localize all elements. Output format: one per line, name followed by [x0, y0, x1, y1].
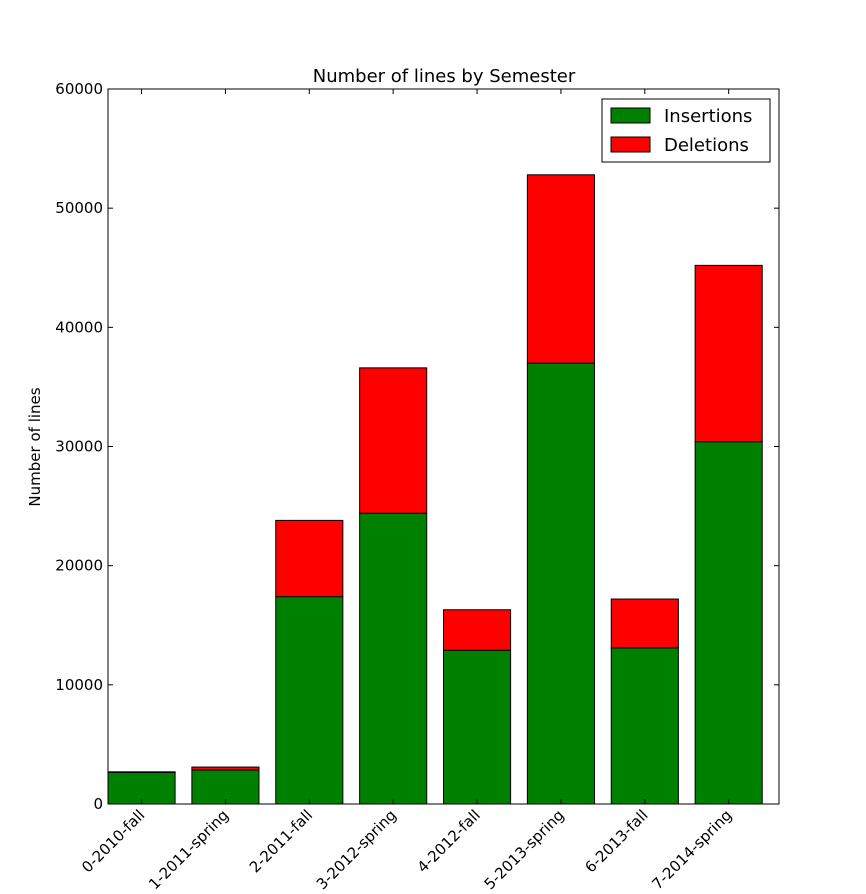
legend-label-deletions: Deletions	[664, 135, 749, 156]
bar-insertions-2	[275, 596, 344, 805]
bar-insertions-6	[610, 647, 679, 805]
chart-title: Number of lines by Semester	[313, 66, 576, 87]
bar-insertions-1	[191, 769, 260, 805]
legend-swatch-insertions	[610, 107, 651, 124]
x-tick-label-4: 4-2012-fall	[414, 806, 484, 876]
bar-deletions-1	[191, 766, 260, 771]
x-tick-label-3: 3-2012-spring	[313, 806, 400, 893]
legend-swatch-deletions	[610, 136, 651, 153]
y-tick-label-3: 30000	[55, 438, 103, 456]
x-tick-label-5: 5-2013-spring	[481, 806, 568, 893]
bar-insertions-4	[443, 649, 512, 805]
bar-insertions-3	[359, 512, 428, 805]
bar-insertions-7	[694, 441, 763, 805]
bar-deletions-3	[359, 367, 428, 514]
x-tick-label-1: 1-2011-spring	[145, 806, 232, 893]
y-tick-label-0: 0	[93, 795, 103, 813]
x-tick-label-2: 2-2011-fall	[246, 806, 316, 876]
x-tick-label-6: 6-2013-fall	[581, 806, 651, 876]
legend: Insertions Deletions	[601, 98, 771, 163]
x-tick-label-7: 7-2014-spring	[648, 806, 735, 893]
bar-deletions-0	[107, 771, 176, 773]
bar-deletions-7	[694, 264, 763, 443]
y-axis-ticks: 0 10000 20000 30000 40000 50000 60000	[55, 80, 779, 813]
x-tick-label-0: 0-2010-fall	[78, 806, 148, 876]
y-tick-label-1: 10000	[55, 676, 103, 694]
legend-label-insertions: Insertions	[664, 106, 752, 127]
bar-deletions-4	[443, 609, 512, 651]
bar-insertions-5	[526, 362, 595, 805]
bars-group	[107, 174, 763, 805]
y-axis-label: Number of lines	[26, 387, 44, 506]
bar-insertions-0	[107, 771, 176, 805]
bar-deletions-6	[610, 598, 679, 649]
y-tick-label-2: 20000	[55, 557, 103, 575]
y-tick-label-6: 60000	[55, 80, 103, 98]
bar-deletions-5	[526, 174, 595, 364]
y-tick-label-5: 50000	[55, 199, 103, 217]
bar-deletions-2	[275, 519, 344, 598]
y-tick-label-4: 40000	[55, 318, 103, 336]
